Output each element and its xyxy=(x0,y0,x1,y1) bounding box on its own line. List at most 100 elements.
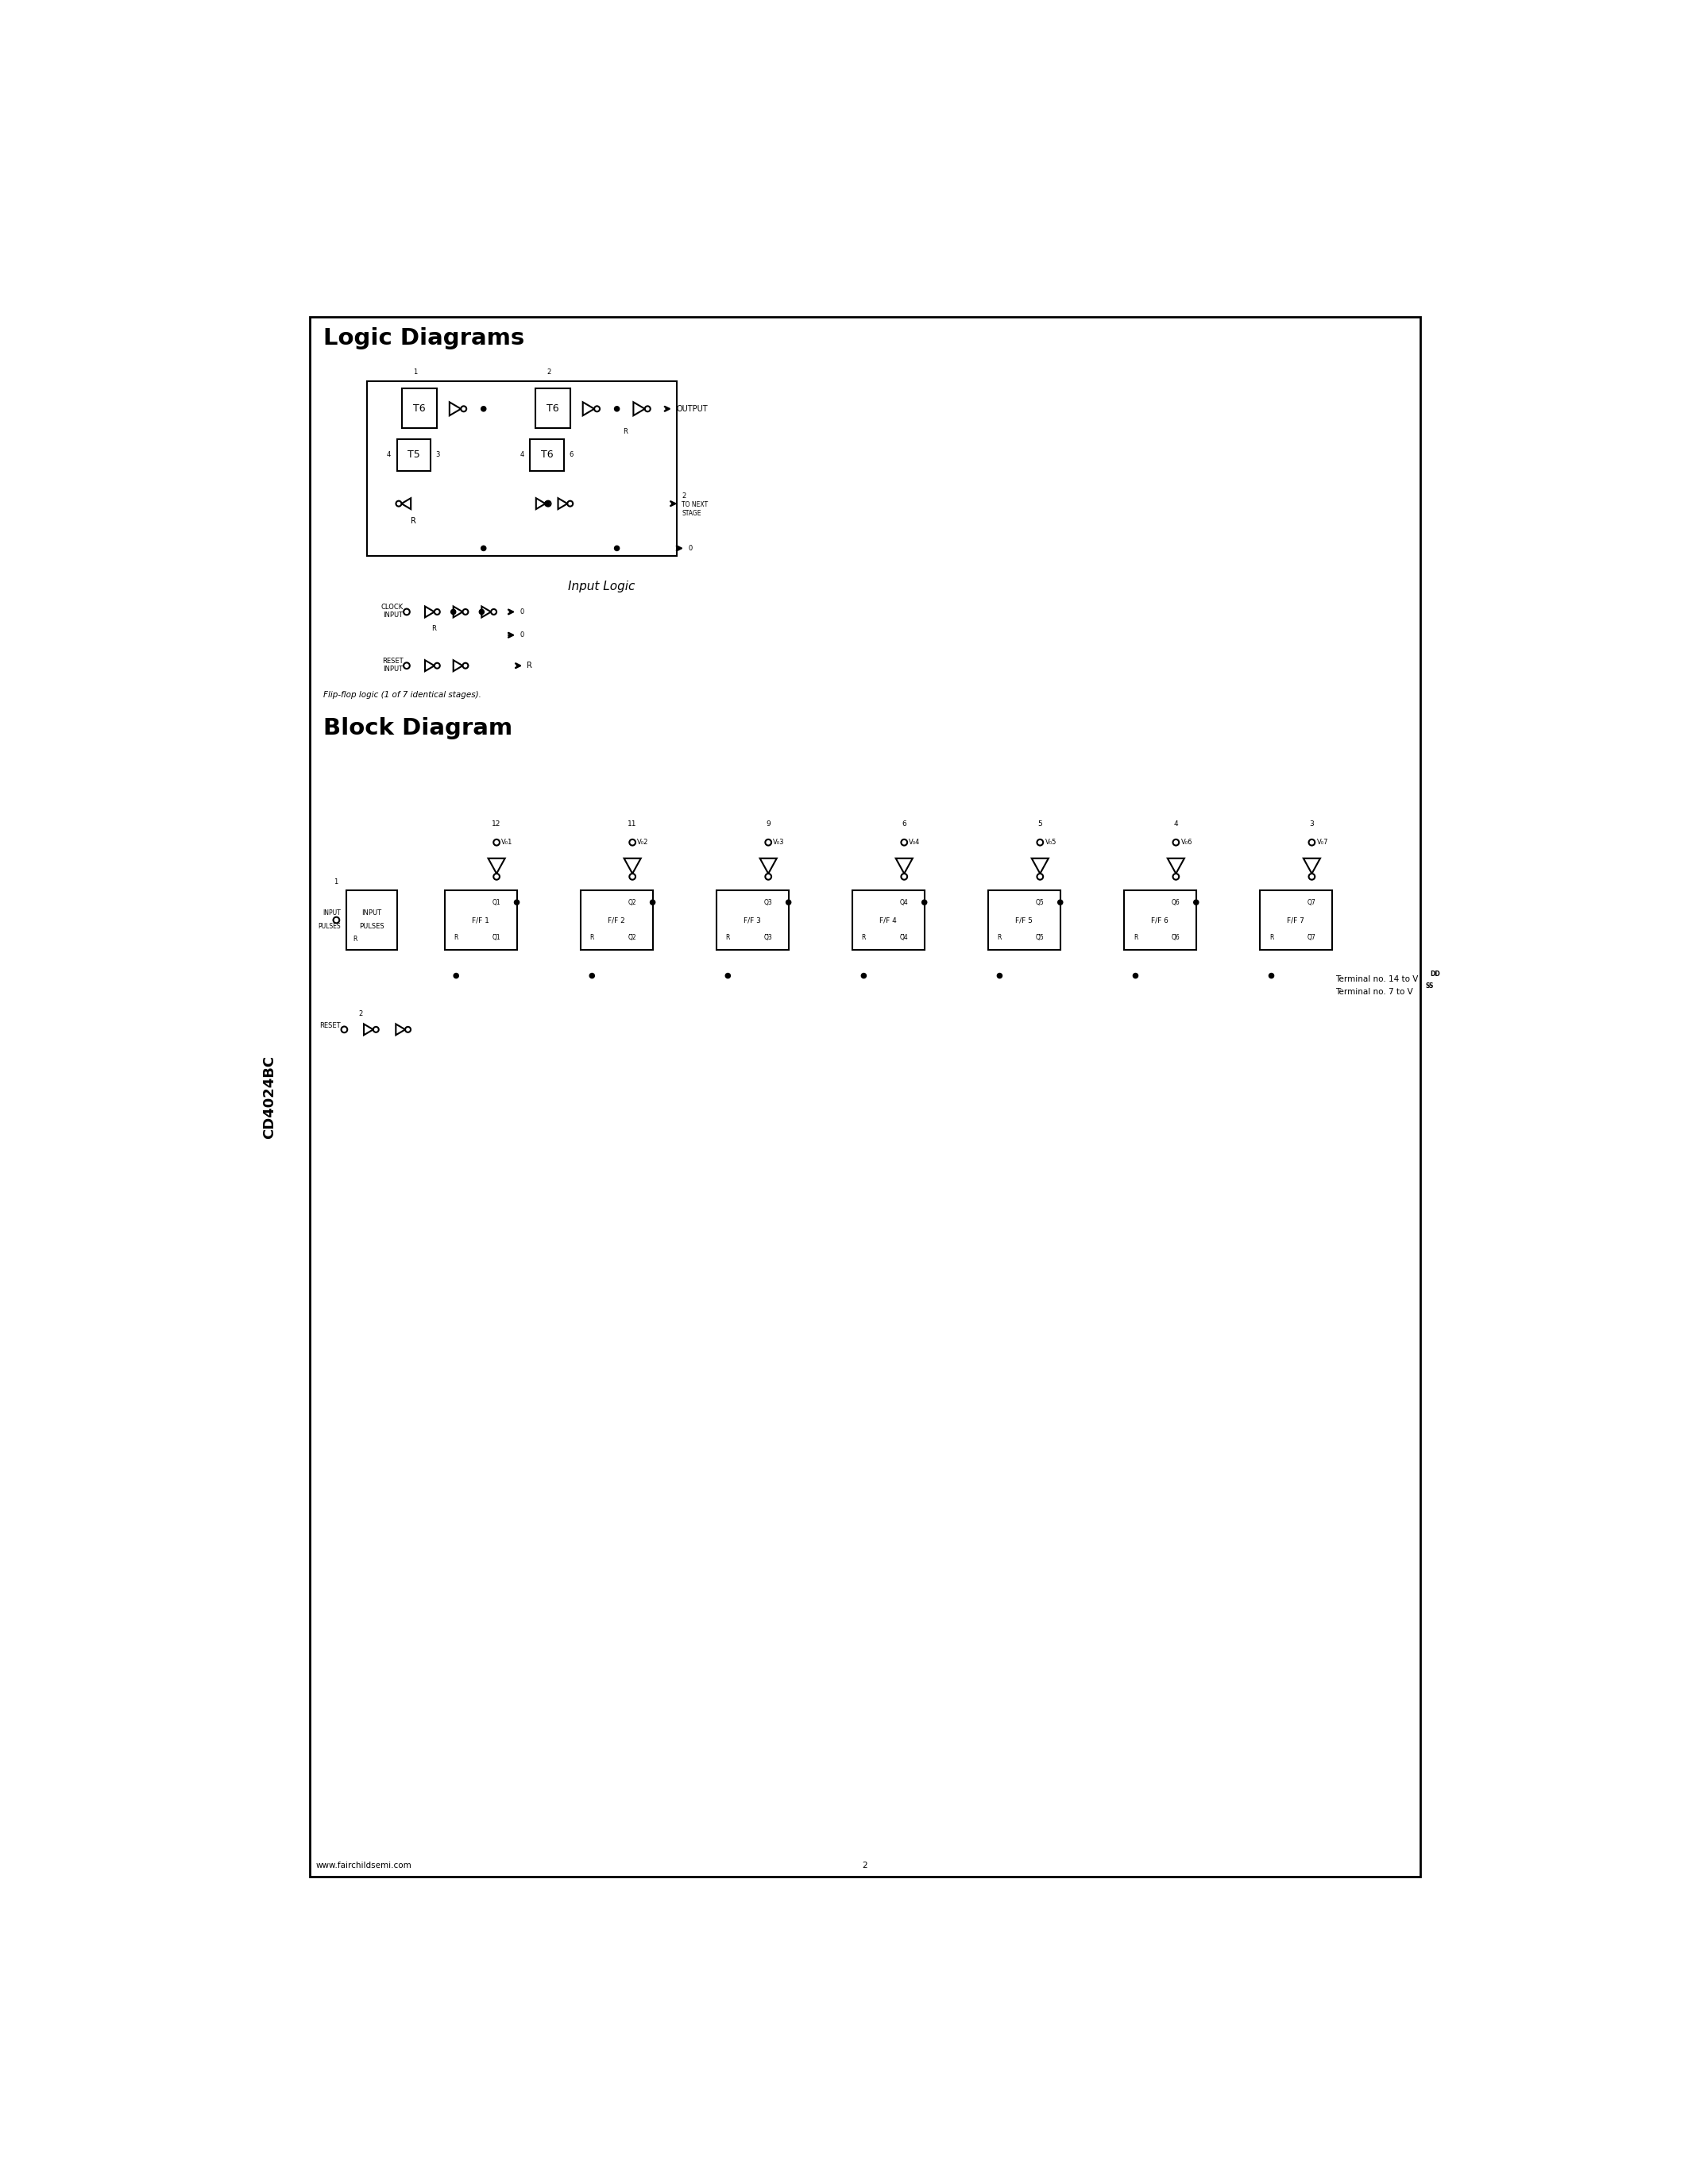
Circle shape xyxy=(434,664,441,668)
Polygon shape xyxy=(1031,858,1048,874)
Polygon shape xyxy=(454,607,463,618)
Text: Terminal no. 14 to V: Terminal no. 14 to V xyxy=(1335,976,1418,983)
Text: F/F 2: F/F 2 xyxy=(608,917,625,924)
Bar xyxy=(1124,891,1197,950)
Circle shape xyxy=(481,546,486,550)
Text: 3: 3 xyxy=(436,452,439,459)
Circle shape xyxy=(922,900,927,904)
Circle shape xyxy=(726,974,731,978)
Text: TO NEXT: TO NEXT xyxy=(682,502,709,509)
Circle shape xyxy=(614,406,619,411)
Text: F/F 5: F/F 5 xyxy=(1016,917,1033,924)
Circle shape xyxy=(1193,900,1198,904)
Text: R: R xyxy=(1133,935,1138,941)
Text: 4: 4 xyxy=(1173,821,1178,828)
Text: Input Logic: Input Logic xyxy=(567,581,635,592)
Bar xyxy=(346,891,397,950)
Text: R: R xyxy=(998,935,1001,941)
Text: CLOCK: CLOCK xyxy=(380,603,403,612)
Text: INPUT: INPUT xyxy=(322,909,341,917)
Text: RESET: RESET xyxy=(381,657,403,664)
Circle shape xyxy=(1036,874,1043,880)
Text: F/F 1: F/F 1 xyxy=(473,917,490,924)
Circle shape xyxy=(1173,874,1178,880)
Circle shape xyxy=(589,974,594,978)
Text: F/F 4: F/F 4 xyxy=(879,917,896,924)
Circle shape xyxy=(594,406,599,411)
Text: Q̅5: Q̅5 xyxy=(1036,935,1045,941)
Circle shape xyxy=(1036,839,1043,845)
Circle shape xyxy=(1058,900,1063,904)
Text: R: R xyxy=(861,935,866,941)
Text: Q3: Q3 xyxy=(765,900,773,906)
Circle shape xyxy=(333,917,339,924)
Text: 4: 4 xyxy=(520,452,523,459)
Bar xyxy=(1259,891,1332,950)
Bar xyxy=(366,382,677,555)
Polygon shape xyxy=(896,858,913,874)
Text: R: R xyxy=(454,935,457,941)
Circle shape xyxy=(1308,839,1315,845)
Text: PULSES: PULSES xyxy=(317,922,341,930)
Polygon shape xyxy=(425,660,434,670)
Text: 12: 12 xyxy=(491,821,501,828)
Bar xyxy=(987,891,1060,950)
Text: 1: 1 xyxy=(334,878,338,885)
Text: 4: 4 xyxy=(387,452,390,459)
Circle shape xyxy=(515,900,520,904)
Circle shape xyxy=(405,1026,410,1033)
Text: F/F 3: F/F 3 xyxy=(744,917,761,924)
Text: Q1: Q1 xyxy=(493,900,501,906)
Text: 0: 0 xyxy=(520,631,523,638)
Text: Logic Diagrams: Logic Diagrams xyxy=(324,328,525,349)
Text: OUTPUT: OUTPUT xyxy=(675,404,707,413)
Text: SS: SS xyxy=(1426,983,1433,989)
Text: F/F 7: F/F 7 xyxy=(1288,917,1305,924)
Bar xyxy=(716,891,788,950)
Polygon shape xyxy=(760,858,776,874)
Text: R: R xyxy=(410,518,417,524)
Circle shape xyxy=(493,874,500,880)
Circle shape xyxy=(630,839,635,845)
Text: 0: 0 xyxy=(520,609,523,616)
Text: T6: T6 xyxy=(540,450,554,461)
Circle shape xyxy=(765,874,771,880)
Bar xyxy=(530,439,564,470)
Circle shape xyxy=(998,974,1003,978)
Polygon shape xyxy=(402,498,410,509)
Bar xyxy=(444,891,517,950)
Circle shape xyxy=(545,500,550,507)
Text: F/F 6: F/F 6 xyxy=(1151,917,1168,924)
Text: 1: 1 xyxy=(414,369,417,376)
Text: R: R xyxy=(353,935,358,943)
Text: 2: 2 xyxy=(547,369,550,376)
Polygon shape xyxy=(481,607,491,618)
Circle shape xyxy=(1173,839,1178,845)
Circle shape xyxy=(461,406,466,411)
Circle shape xyxy=(650,900,655,904)
Circle shape xyxy=(630,874,635,880)
Polygon shape xyxy=(425,607,434,618)
Circle shape xyxy=(1269,974,1274,978)
Circle shape xyxy=(493,839,500,845)
Polygon shape xyxy=(625,858,641,874)
Circle shape xyxy=(787,900,792,904)
Text: V₀4: V₀4 xyxy=(910,839,920,845)
Circle shape xyxy=(545,500,550,507)
Circle shape xyxy=(403,609,410,616)
Text: 9: 9 xyxy=(766,821,771,828)
Text: Q6: Q6 xyxy=(1171,900,1180,906)
Circle shape xyxy=(373,1026,378,1033)
Circle shape xyxy=(645,406,650,411)
Polygon shape xyxy=(397,1024,405,1035)
Text: Q5: Q5 xyxy=(1036,900,1045,906)
Circle shape xyxy=(901,874,906,880)
Text: V₀5: V₀5 xyxy=(1045,839,1057,845)
Bar xyxy=(852,891,925,950)
Text: R: R xyxy=(432,625,436,633)
Circle shape xyxy=(434,609,441,614)
Polygon shape xyxy=(582,402,594,415)
Circle shape xyxy=(614,546,619,550)
Text: 3: 3 xyxy=(1310,821,1313,828)
Circle shape xyxy=(901,839,906,845)
